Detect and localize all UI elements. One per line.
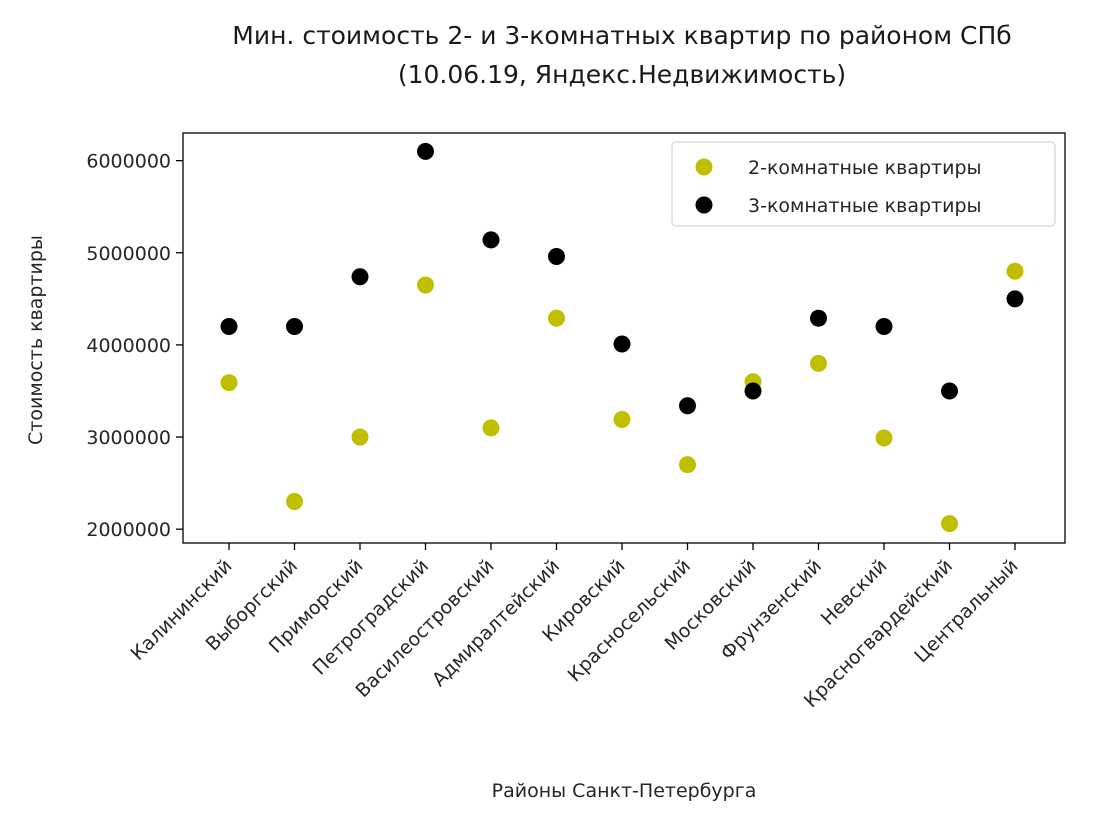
chart-subtitle: (10.06.19, Яндекс.Недвижимость) xyxy=(398,60,846,89)
legend: 2-комнатные квартиры 3-комнатные квартир… xyxy=(671,141,1056,227)
x-axis-label: Районы Санкт-Петербурга xyxy=(492,780,757,802)
point-3-room xyxy=(613,335,631,353)
point-2-room xyxy=(875,429,893,447)
legend-label-3-room: 3-комнатные квартиры xyxy=(748,195,982,217)
x-tick-label: Адмиралтейский xyxy=(428,555,564,691)
y-tick-label: 5000000 xyxy=(86,243,171,265)
point-2-room xyxy=(1006,262,1024,280)
legend-box xyxy=(671,141,1056,227)
point-2-room xyxy=(679,456,696,474)
point-2-room xyxy=(286,493,303,511)
chart-title: Мин. стоимость 2- и 3-комнатных квартир … xyxy=(232,21,1011,50)
point-2-room xyxy=(417,276,434,294)
x-tick-label: Красносельский xyxy=(564,555,695,686)
legend-marker-2-room xyxy=(695,158,713,176)
y-axis-label: Стоимость квартиры xyxy=(25,235,47,445)
legend-label-2-room: 2-комнатные квартиры xyxy=(748,157,982,179)
point-3-room xyxy=(482,231,500,249)
point-3-room xyxy=(810,309,827,327)
point-3-room xyxy=(744,382,762,400)
y-tick-label: 3000000 xyxy=(86,427,171,449)
x-tick-label: Петроградский xyxy=(308,555,433,680)
point-3-room xyxy=(875,317,893,335)
point-3-room xyxy=(548,247,565,265)
plot-frame xyxy=(182,132,1066,544)
y-tick-label: 2000000 xyxy=(86,519,171,541)
point-2-room xyxy=(613,411,631,429)
point-2-room xyxy=(482,419,500,437)
point-3-room xyxy=(286,317,303,335)
y-tick-label: 6000000 xyxy=(86,151,171,173)
point-3-room xyxy=(1006,290,1024,308)
point-3-room xyxy=(417,142,434,160)
point-3-room xyxy=(941,382,958,400)
point-3-room xyxy=(220,317,238,335)
point-3-room xyxy=(679,397,696,415)
point-2-room xyxy=(220,374,238,392)
x-axis-ticks: КалининскийВыборгскийПриморскийПетроград… xyxy=(127,543,1023,712)
legend-marker-3-room xyxy=(695,196,713,214)
y-tick-label: 4000000 xyxy=(86,335,171,357)
point-2-room xyxy=(941,515,958,533)
y-axis-ticks: 2000000 3000000 4000000 5000000 6000000 xyxy=(86,151,183,541)
point-2-room xyxy=(810,354,827,372)
point-2-room xyxy=(548,309,565,327)
point-2-room xyxy=(351,428,369,446)
point-3-room xyxy=(351,268,369,286)
data-points xyxy=(220,142,1024,533)
